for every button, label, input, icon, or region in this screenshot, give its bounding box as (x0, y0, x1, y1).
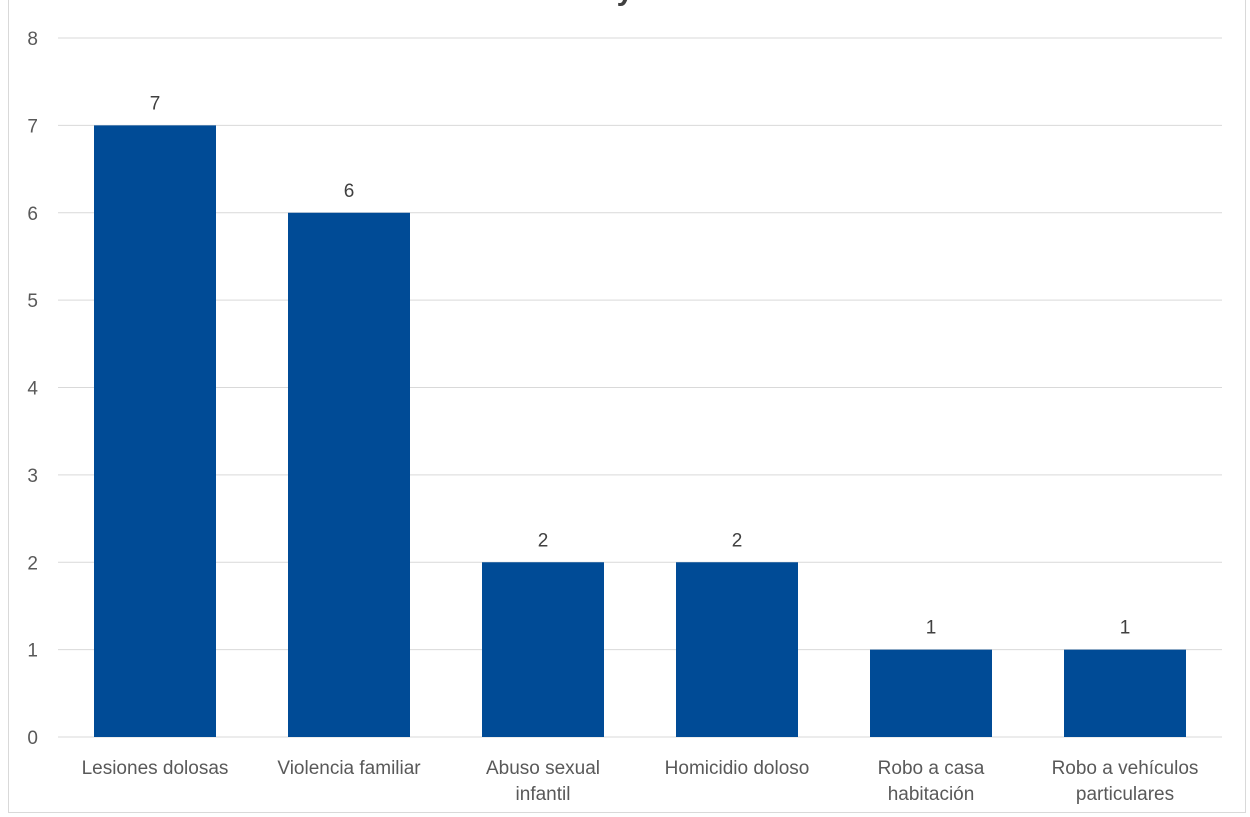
y-tick-label: 1 (27, 641, 38, 662)
x-tick-label: Violencia familiar (277, 758, 421, 779)
y-tick-label: 3 (27, 466, 38, 487)
x-tick-label: Robo a vehículos (1052, 758, 1199, 779)
y-tick-label: 4 (27, 379, 38, 400)
data-label: 1 (1120, 618, 1131, 639)
bar (676, 562, 798, 737)
chart-title-fragment: y (0, 0, 1250, 8)
bars (94, 125, 1186, 737)
x-axis: Lesiones dolosas Violencia familiar Abuso … (82, 758, 1199, 805)
bar (1064, 649, 1186, 737)
y-axis: 0 1 2 3 4 5 6 7 8 (27, 29, 38, 749)
bar (482, 562, 604, 737)
bar (94, 125, 216, 737)
chart-frame (8, 0, 1246, 813)
bar (288, 212, 410, 737)
data-labels: 7 6 2 2 1 1 (150, 93, 1131, 638)
y-tick-label: 7 (27, 116, 38, 137)
data-label: 2 (538, 530, 549, 551)
bar (870, 649, 992, 737)
y-tick-label: 5 (27, 291, 38, 312)
y-tick-label: 8 (27, 29, 38, 50)
gridlines (58, 37, 1222, 738)
x-tick-label: Homicidio doloso (665, 758, 810, 779)
x-tick-label: habitación (888, 784, 975, 805)
data-label: 1 (926, 618, 937, 639)
y-tick-label: 6 (27, 204, 38, 225)
data-label: 2 (732, 530, 743, 551)
x-tick-label: particulares (1076, 784, 1174, 805)
data-label: 6 (344, 181, 355, 202)
y-tick-label: 2 (27, 553, 38, 574)
x-tick-label: infantil (516, 784, 571, 805)
data-label: 7 (150, 93, 161, 114)
x-tick-label: Abuso sexual (486, 758, 600, 779)
x-tick-label: Lesiones dolosas (82, 758, 229, 779)
y-tick-label: 0 (27, 728, 38, 749)
x-tick-label: Robo a casa (878, 758, 985, 779)
